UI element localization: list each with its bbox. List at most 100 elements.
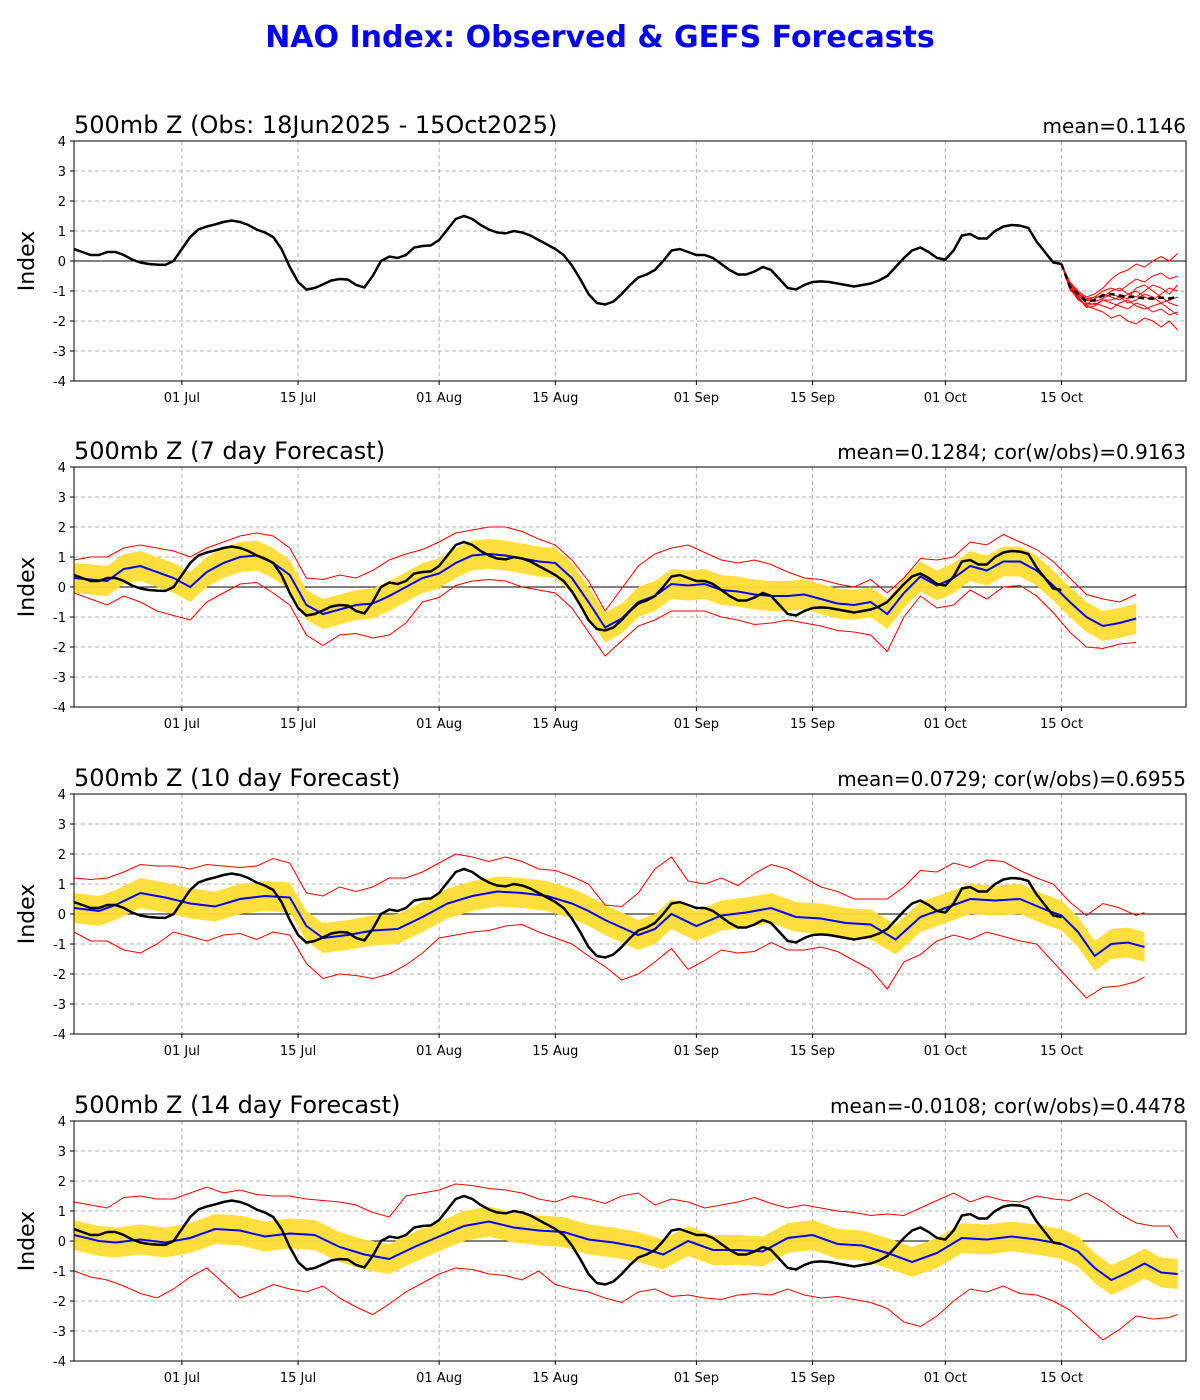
- y-tick-label: -1: [53, 611, 66, 626]
- x-tick-label: 01 Sep: [674, 1371, 719, 1386]
- y-tick-label: 1: [58, 225, 66, 240]
- lower-extreme-line: [74, 923, 1145, 999]
- y-tick-label: 3: [58, 1145, 66, 1160]
- panel-title: 500mb Z (14 day Forecast): [74, 1091, 400, 1119]
- y-tick-label: 4: [58, 788, 66, 803]
- panel-title: 500mb Z (10 day Forecast): [74, 764, 400, 792]
- upper-extreme-line: [74, 853, 1145, 917]
- x-tick-label: 01 Jul: [164, 1371, 200, 1386]
- x-tick-label: 15 Sep: [790, 1371, 835, 1386]
- panel-1: 500mb Z (7 day Forecast) mean=0.1284; cor…: [15, 437, 1187, 732]
- x-tick-label: 01 Oct: [924, 391, 967, 406]
- x-tick-label: 01 Jul: [164, 717, 200, 732]
- y-tick-label: 0: [58, 581, 66, 596]
- panel-2: 500mb Z (10 day Forecast) mean=0.0729; co…: [15, 764, 1187, 1059]
- observed-line: [74, 540, 1062, 632]
- x-tick-label: 15 Oct: [1040, 391, 1083, 406]
- y-axis-label: Index: [15, 884, 40, 945]
- y-tick-label: -1: [53, 938, 66, 953]
- x-tick-label: 01 Sep: [674, 1044, 719, 1059]
- forecast-mean-line: [1060, 263, 1178, 303]
- ensemble-member-line: [1061, 263, 1178, 307]
- x-tick-label: 01 Oct: [924, 1371, 967, 1386]
- y-tick-label: 4: [58, 461, 66, 476]
- y-tick-label: -4: [53, 375, 66, 390]
- panel-stat: mean=0.1146: [1043, 114, 1186, 138]
- y-tick-label: 2: [58, 195, 66, 210]
- y-tick-label: 1: [58, 878, 66, 893]
- lower-extreme-line: [74, 1267, 1178, 1341]
- ensemble-member-line: [1061, 263, 1179, 300]
- y-tick-label: 3: [58, 818, 66, 833]
- x-tick-label: 15 Aug: [532, 1044, 578, 1059]
- x-tick-label: 01 Jul: [164, 1044, 200, 1059]
- x-tick-label: 01 Sep: [674, 717, 719, 732]
- main-title: NAO Index: Observed & GEFS Forecasts: [265, 20, 935, 55]
- x-tick-label: 01 Sep: [674, 391, 719, 406]
- y-tick-label: -2: [53, 641, 66, 656]
- x-tick-label: 01 Aug: [416, 717, 462, 732]
- ensemble-mean-line: [74, 1220, 1178, 1282]
- x-tick-label: 15 Oct: [1040, 1371, 1083, 1386]
- y-tick-label: -4: [53, 1028, 66, 1043]
- panel-stat: mean=-0.0108; cor(w/obs)=0.4478: [830, 1094, 1186, 1118]
- panel-3: 500mb Z (14 day Forecast) mean=-0.0108; c…: [15, 1091, 1187, 1386]
- plot-frame: [73, 466, 1187, 708]
- x-tick-label: 15 Jul: [280, 1044, 316, 1059]
- observed-line: [74, 1194, 1062, 1286]
- x-tick-label: 01 Aug: [416, 391, 462, 406]
- y-tick-label: -3: [53, 998, 66, 1013]
- x-tick-label: 01 Oct: [924, 1044, 967, 1059]
- y-tick-label: 2: [58, 848, 66, 863]
- panel-title: 500mb Z (Obs: 18Jun2025 - 15Oct2025): [74, 111, 557, 139]
- y-axis-label: Index: [15, 231, 40, 292]
- x-tick-label: 15 Jul: [280, 1371, 316, 1386]
- plot-area: [74, 526, 1137, 657]
- ensemble-member-line: [1061, 263, 1178, 316]
- y-tick-label: 1: [58, 1205, 66, 1220]
- lower-extreme-line: [74, 578, 1137, 657]
- y-tick-label: -4: [53, 701, 66, 716]
- y-axis-label: Index: [15, 1211, 40, 1272]
- upper-extreme-line: [74, 1183, 1179, 1239]
- x-tick-label: 15 Sep: [790, 1044, 835, 1059]
- panel-title: 500mb Z (7 day Forecast): [74, 437, 385, 465]
- x-tick-label: 15 Aug: [532, 391, 578, 406]
- y-tick-label: -1: [53, 285, 66, 300]
- y-tick-label: -3: [53, 671, 66, 686]
- y-tick-label: -3: [53, 345, 66, 360]
- ensemble-member-line: [1061, 253, 1179, 298]
- y-tick-label: 0: [58, 255, 66, 270]
- plot-frame: [73, 793, 1187, 1035]
- x-tick-label: 15 Jul: [280, 391, 316, 406]
- panel-stat: mean=0.0729; cor(w/obs)=0.6955: [837, 767, 1186, 791]
- y-tick-label: -2: [53, 968, 66, 983]
- panel-stat: mean=0.1284; cor(w/obs)=0.9163: [837, 440, 1186, 464]
- y-axis-label: Index: [15, 557, 40, 618]
- observed-line: [74, 867, 1062, 959]
- x-tick-label: 15 Sep: [790, 717, 835, 732]
- y-tick-label: 4: [58, 1115, 66, 1130]
- ensemble-member-line: [1061, 263, 1178, 316]
- plot-area: [74, 214, 1179, 331]
- spread-band: [74, 876, 1145, 971]
- y-tick-label: 3: [58, 491, 66, 506]
- x-tick-label: 15 Aug: [532, 1371, 578, 1386]
- x-tick-label: 01 Aug: [416, 1371, 462, 1386]
- x-tick-label: 15 Jul: [280, 717, 316, 732]
- x-tick-label: 01 Oct: [924, 717, 967, 732]
- upper-extreme-line: [74, 526, 1137, 612]
- ensemble-mean-line: [74, 890, 1145, 958]
- y-tick-label: 1: [58, 551, 66, 566]
- panel-0: 500mb Z (Obs: 18Jun2025 - 15Oct2025) mean…: [15, 111, 1187, 406]
- y-tick-label: -2: [53, 315, 66, 330]
- plot-frame: [73, 140, 1187, 382]
- y-tick-label: -3: [53, 1325, 66, 1340]
- x-tick-label: 01 Jul: [164, 391, 200, 406]
- x-tick-label: 15 Oct: [1040, 1044, 1083, 1059]
- y-tick-label: 4: [58, 135, 66, 150]
- y-tick-label: 0: [58, 908, 66, 923]
- y-tick-label: 2: [58, 1175, 66, 1190]
- y-tick-label: 3: [58, 165, 66, 180]
- x-tick-label: 15 Oct: [1040, 717, 1083, 732]
